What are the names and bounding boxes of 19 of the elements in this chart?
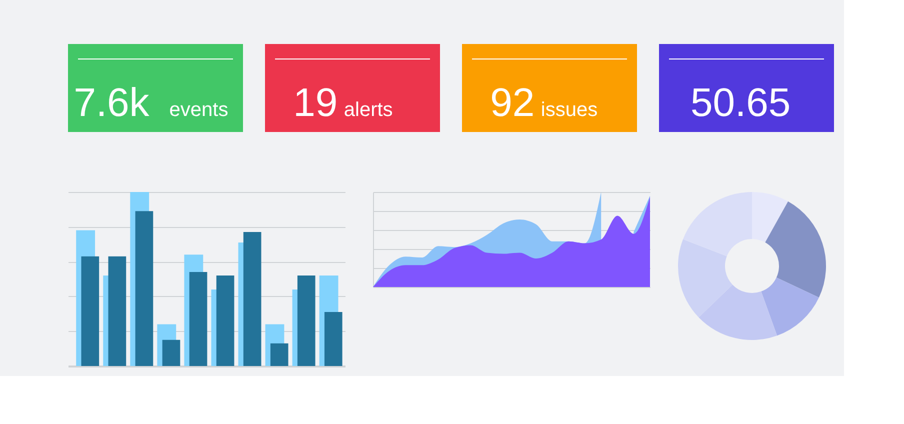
bar bbox=[81, 256, 100, 366]
bar bbox=[243, 232, 262, 366]
category-label: alerts bbox=[344, 99, 393, 121]
bar bbox=[270, 343, 288, 366]
data-label: 7.6k bbox=[74, 81, 150, 125]
bar bbox=[108, 256, 126, 366]
bar bbox=[216, 276, 234, 366]
bar bbox=[189, 272, 208, 366]
data-label: 92 bbox=[490, 81, 535, 125]
bar bbox=[135, 211, 154, 366]
category-label: events bbox=[169, 99, 228, 121]
data-label: 19 bbox=[293, 81, 338, 125]
bar bbox=[324, 312, 342, 366]
donut-slice bbox=[765, 201, 826, 298]
donut-slice bbox=[761, 277, 819, 336]
data-label: 50.65 bbox=[690, 81, 791, 125]
bar bbox=[297, 276, 316, 366]
category-label: issues bbox=[540, 99, 598, 121]
bar bbox=[162, 340, 180, 366]
